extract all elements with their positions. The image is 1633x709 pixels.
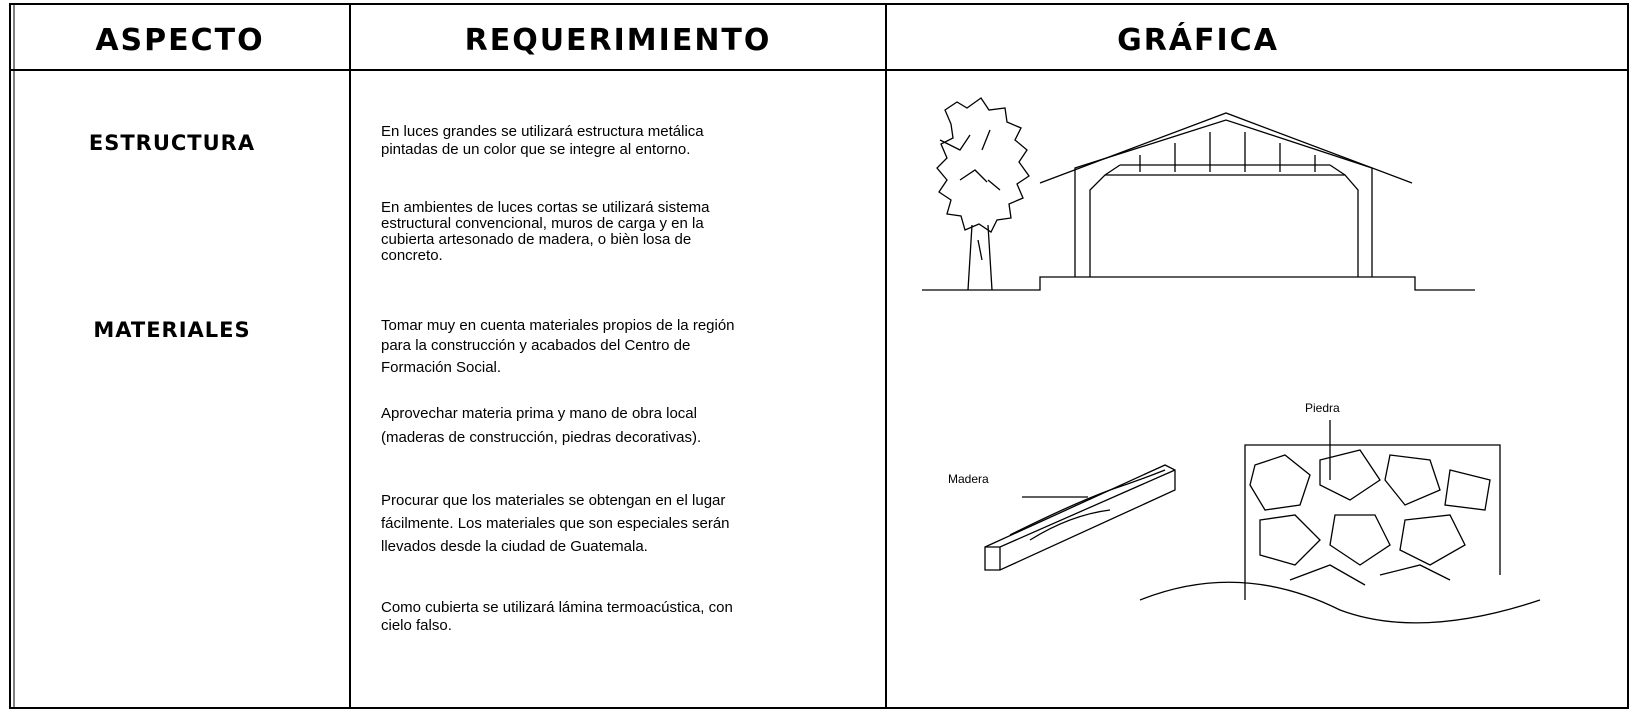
building-drawing xyxy=(922,112,1475,291)
requirement-line: Tomar muy en cuenta materiales propios d… xyxy=(381,317,735,334)
requirement-line: En ambientes de luces cortas se utilizar… xyxy=(381,199,710,216)
requirement-line: pintadas de un color que se integre al e… xyxy=(381,141,690,158)
requirement-line: estructural convencional, muros de carga… xyxy=(381,215,704,232)
requirement-line: Procurar que los materiales se obtengan … xyxy=(381,492,725,509)
requirement-line: (maderas de construcción, piedras decora… xyxy=(381,429,701,446)
requirement-line: Formación Social. xyxy=(381,359,501,376)
header: GRÁFICA xyxy=(1117,22,1279,58)
stone-drawing xyxy=(1139,420,1541,624)
graphic-label: Piedra xyxy=(1305,401,1340,415)
requirement-line: cielo falso. xyxy=(381,617,452,634)
requirement-line: fácilmente. Los materiales que son espec… xyxy=(381,515,730,532)
requirement-line: Como cubierta se utilizará lámina termoa… xyxy=(381,599,733,616)
requirements: En luces grandes se utilizará estructura… xyxy=(381,123,735,634)
aspect: MATERIALES xyxy=(93,318,250,342)
requirement-line: cubierta artesonado de madera, o bièn lo… xyxy=(381,231,691,248)
graphic-label: Madera xyxy=(948,472,989,486)
wood-drawing xyxy=(984,464,1176,571)
header: ASPECTO xyxy=(95,23,264,58)
requirement-line: En luces grandes se utilizará estructura… xyxy=(381,123,704,140)
requirement-line: Aprovechar materia prima y mano de obra … xyxy=(381,405,697,422)
requirement-line: concreto. xyxy=(381,247,443,264)
requirement-line: para la construcción y acabados del Cent… xyxy=(381,337,690,354)
requirement-line: llevados desde la ciudad de Guatemala. xyxy=(381,538,648,555)
table-frame xyxy=(9,3,1629,709)
header: REQUERIMIENTO xyxy=(465,23,772,58)
aspect: ESTRUCTURA xyxy=(89,131,255,155)
tree-drawing xyxy=(936,97,1030,291)
